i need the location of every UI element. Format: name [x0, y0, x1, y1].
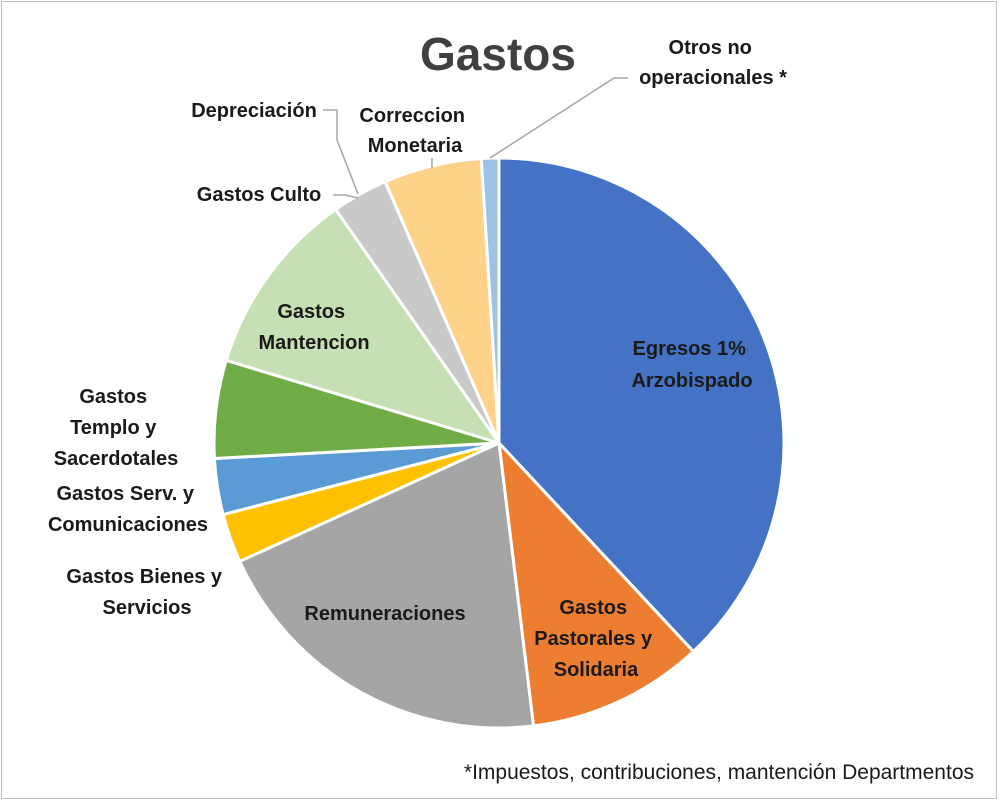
pie-slice-0	[497, 156, 786, 653]
label-bienes: Gastos Bienes y Servicios	[66, 566, 227, 619]
label-pastorales: Gastos Pastorales y Solidaria	[534, 597, 657, 681]
chart-title: Gastos	[420, 28, 576, 80]
label-templo: Gastos Templo y Sacerdotales	[54, 386, 179, 470]
label-correccion: Correccion Monetaria	[359, 105, 470, 157]
label-serv: Gastos Serv. y Comunicaciones	[48, 483, 208, 536]
label-depreciacion: Depreciación	[191, 100, 317, 122]
leader-line-culto	[333, 194, 359, 199]
leader-line-depreciacion	[323, 109, 359, 195]
pie-slice-6	[224, 207, 501, 445]
footnote: *Impuestos, contribuciones, mantención D…	[464, 761, 974, 784]
pie-slice-2	[238, 441, 536, 730]
label-culto: Gastos Culto	[197, 184, 321, 206]
label-otros: Otros no operacionales *	[639, 37, 787, 89]
label-mantencion: Gastos Mantencion	[258, 301, 369, 354]
pie-slices	[212, 156, 786, 730]
label-egresos: Egresos 1% Arzobispado	[631, 338, 752, 392]
leader-line-otros	[489, 77, 628, 159]
label-remuneraciones: Remuneraciones	[304, 603, 465, 625]
pie-slice-1	[497, 441, 695, 728]
slice-labels: Egresos 1% Arzobispado Gastos Pastorales…	[48, 37, 787, 681]
leader-lines	[323, 77, 628, 199]
